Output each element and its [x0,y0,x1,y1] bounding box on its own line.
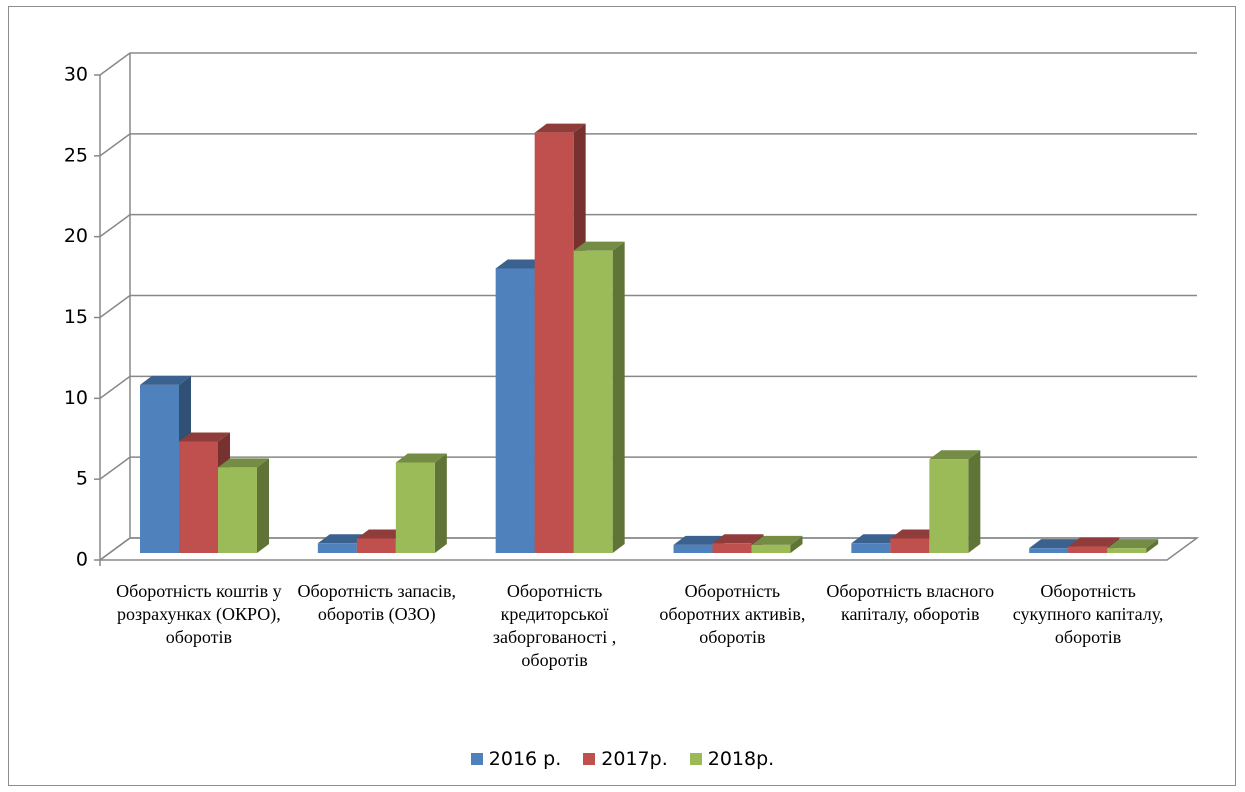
legend-swatch [689,753,702,765]
bar-top [573,241,625,251]
y-tick-label: 30 [64,64,88,86]
bar-front [1068,546,1108,553]
bar-front [179,441,218,553]
bar-top [929,450,981,460]
bar-top [495,259,547,269]
legend-item: 2018р. [689,748,775,770]
y-tick-label: 10 [64,387,88,409]
grid-line [99,456,1197,480]
bar [1107,539,1159,553]
bar-front [395,462,435,553]
bar [929,450,981,553]
bar-front [218,467,257,553]
bar-top [1107,539,1159,549]
bar-top [890,529,942,539]
bar-front [573,250,613,553]
bar [395,453,447,553]
bar-top [395,453,447,463]
bar-top [1068,537,1120,547]
bar-front [317,543,357,553]
legend-swatch [583,753,596,765]
bar-top [179,432,230,442]
legend: 2016 р. 2017р. 2018р. [0,748,1245,770]
bar-side [968,450,981,553]
bar [573,241,625,553]
grid-line [99,375,1197,399]
bar-front [356,538,396,553]
x-tick-label: Оборотність сукупного капіталу, оборотів [1012,581,1164,647]
legend-item: 2016 р. [470,748,562,770]
bar-top [218,458,269,468]
grid-line [99,52,1197,76]
bar-top [534,123,586,133]
x-tick-label: Оборотність оборотних активів, оборотів [659,581,806,647]
bar-front [712,543,752,553]
bar-top [712,534,764,544]
bar-front [851,543,891,553]
bar-side [1146,539,1159,553]
bar-side [612,241,625,553]
bar-side [434,453,447,553]
legend-swatch [470,753,483,765]
legend-label: 2017р. [601,748,668,770]
bar [751,535,803,553]
x-tick-label: Оборотність власного капіталу, оборотів [826,581,995,624]
bar-top [317,534,369,544]
grid-line [99,133,1197,157]
bar-front [673,544,713,553]
legend-label: 2016 р. [488,748,562,770]
x-tick-label: Оборотність кредиторської заборгованості… [492,581,617,670]
bar-top [140,375,191,385]
bar-side [257,458,269,553]
grid-line [99,213,1197,238]
bar-top [356,529,408,539]
y-tick-label: 5 [76,468,88,490]
grid-line [99,294,1197,319]
bar-front [929,459,969,553]
bar-front [1029,548,1069,553]
y-tick-label: 25 [64,144,88,166]
bar-top [1029,539,1081,549]
bar-front [1107,548,1147,553]
grid-line [99,537,1197,561]
bar-front [534,132,574,553]
bar-top [673,535,725,545]
bar-front [751,544,791,553]
bar-front [140,384,179,553]
y-tick-label: 20 [64,225,88,247]
chart-frame [8,6,1236,786]
bar-front [890,538,930,553]
bar-front [495,268,535,553]
legend-item: 2017р. [583,748,668,770]
bar [218,458,269,553]
legend-label: 2018р. [707,748,775,770]
x-tick-label: Оборотність запасів, оборотів (ОЗО) [297,581,456,624]
x-tick-label: Оборотність коштів у розрахунках (ОКРО),… [116,581,282,647]
bar-top [751,535,803,545]
bar-top [851,534,903,544]
y-tick-label: 15 [64,306,88,328]
y-tick-label: 0 [76,549,88,571]
bar [179,432,230,553]
bar-side [790,535,803,553]
